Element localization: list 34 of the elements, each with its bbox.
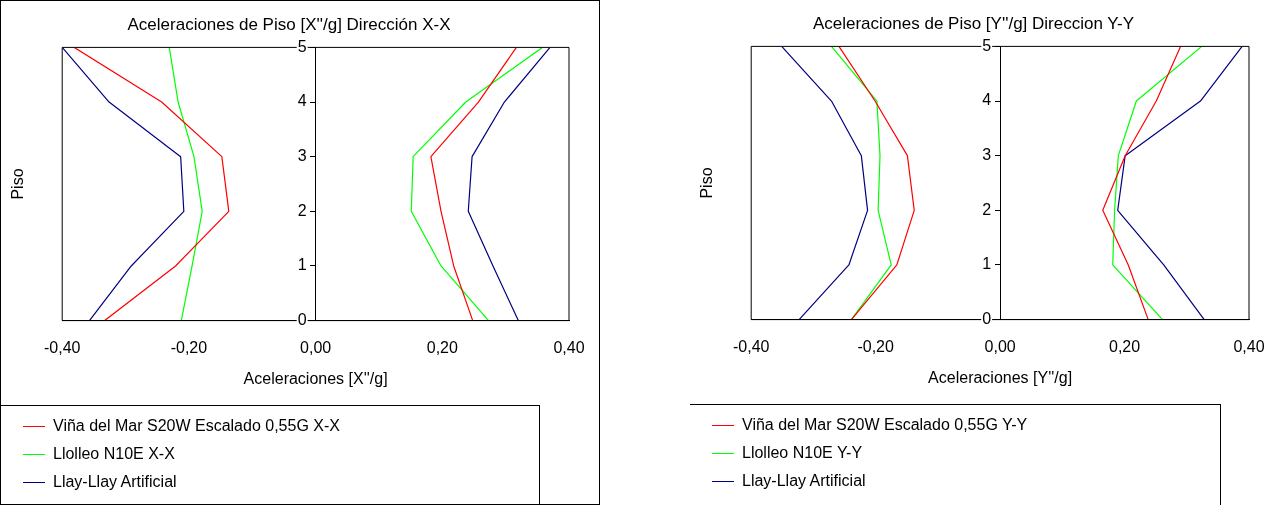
y-tick-label: 0 — [982, 310, 992, 328]
legend-label: Llay-Llay Artificial — [53, 473, 177, 491]
legend-label: Llay-Llay Artificial — [742, 472, 866, 490]
x-tick-label: -0,40 — [732, 337, 770, 355]
y-tick-label: 5 — [982, 36, 992, 54]
chart-title: Aceleraciones de Piso [Y''/g] Direccion Y-Y — [812, 13, 1135, 33]
x-tick-label: -0,40 — [43, 338, 81, 356]
x-tick-label: 0,20 — [426, 338, 458, 356]
y-tick-label: 4 — [982, 91, 992, 109]
legend-label: Viña del Mar S20W Escalado 0,55G X-X — [53, 417, 340, 435]
y-tick-label: 3 — [982, 146, 992, 164]
legend-label: Llolleo N10E Y-Y — [742, 444, 863, 462]
x-tick-label: -0,20 — [170, 338, 208, 356]
x-tick-label: 0,00 — [300, 338, 332, 356]
chart-title: Aceleraciones de Piso [X''/g] Dirección X-X — [127, 14, 451, 34]
y-tick-label: 5 — [297, 37, 307, 55]
y-tick-label: 4 — [297, 92, 307, 110]
x-tick-label: 0,20 — [1108, 337, 1141, 355]
x-tick-label: 0,00 — [984, 337, 1016, 355]
x-axis-title: Aceleraciones [Y''/g] — [928, 368, 1073, 386]
y-tick-label: 3 — [297, 147, 307, 165]
legend-label: Viña del Mar S20W Escalado 0,55G Y-Y — [742, 416, 1028, 434]
x-axis-title: Aceleraciones [X''/g] — [243, 369, 388, 387]
x-tick-label: -0,20 — [857, 337, 894, 355]
y-tick-label: 1 — [297, 256, 307, 274]
x-tick-label: 0,40 — [553, 338, 585, 356]
x-tick-label: 0,40 — [1233, 337, 1265, 355]
y-tick-label: 1 — [982, 255, 992, 273]
legend-label: Llolleo N10E X-X — [53, 445, 175, 463]
y-axis-title: Piso — [9, 168, 27, 200]
y-tick-label: 2 — [982, 200, 992, 218]
y-axis-title: Piso — [698, 167, 716, 199]
y-tick-label: 2 — [297, 201, 307, 219]
y-tick-label: 0 — [297, 311, 307, 329]
